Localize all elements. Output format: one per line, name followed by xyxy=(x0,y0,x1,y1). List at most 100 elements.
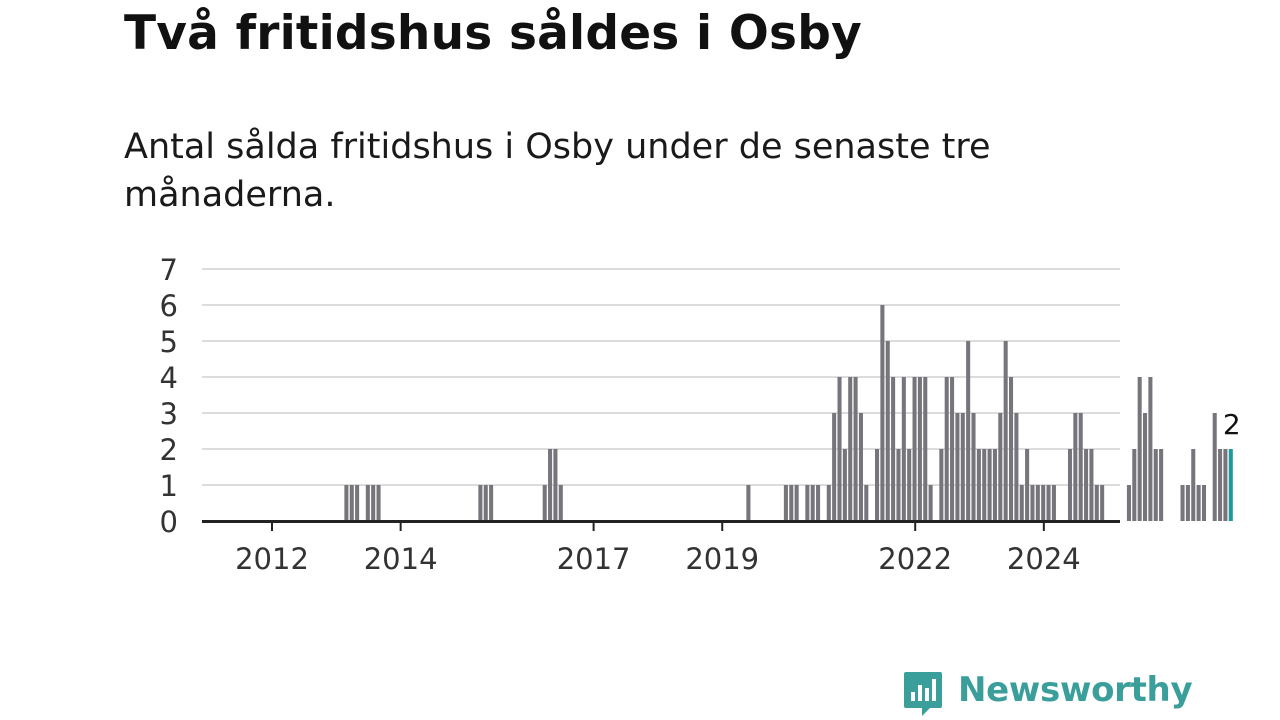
bar xyxy=(826,485,831,521)
bar xyxy=(901,377,906,521)
bar xyxy=(542,485,547,521)
bar xyxy=(1212,413,1217,521)
bar xyxy=(858,413,863,521)
bar xyxy=(1078,413,1083,521)
bar xyxy=(955,413,960,521)
bar xyxy=(1143,413,1148,521)
bar xyxy=(987,449,992,521)
bar xyxy=(746,485,751,521)
bar xyxy=(1035,485,1040,521)
y-tick-label: 3 xyxy=(160,397,178,431)
bar xyxy=(478,485,483,521)
bar xyxy=(1132,449,1137,521)
bar xyxy=(966,341,971,521)
bar xyxy=(376,485,381,521)
bar xyxy=(842,449,847,521)
brand-name: Newsworthy xyxy=(958,670,1193,710)
bar xyxy=(1218,449,1223,521)
bar xyxy=(789,485,794,521)
chart-subtitle: Antal sålda fritidshus i Osby under de s… xyxy=(124,127,991,215)
bar xyxy=(864,485,869,521)
bar xyxy=(1041,485,1046,521)
bar xyxy=(1153,449,1158,521)
highlight-data-label: 2 xyxy=(1223,408,1241,441)
bar xyxy=(1030,485,1035,521)
bar xyxy=(1159,449,1164,521)
bar xyxy=(960,413,965,521)
highlighted-bar xyxy=(1228,449,1233,521)
bar xyxy=(875,449,880,521)
bar xyxy=(1014,413,1019,521)
bar xyxy=(483,485,488,521)
bar xyxy=(1196,485,1201,521)
bar xyxy=(810,485,815,521)
bar xyxy=(992,449,997,521)
bar xyxy=(1051,485,1056,521)
bar xyxy=(939,449,944,521)
x-tick-label: 2022 xyxy=(878,542,952,576)
bar xyxy=(805,485,810,521)
y-tick-label: 5 xyxy=(160,325,178,359)
y-tick-label: 7 xyxy=(160,253,178,287)
bar xyxy=(816,485,821,521)
bar xyxy=(783,485,788,521)
x-tick-label: 2017 xyxy=(557,542,631,576)
bar xyxy=(944,377,949,521)
bar xyxy=(832,413,837,521)
bar xyxy=(1223,449,1228,521)
y-tick-label: 4 xyxy=(160,361,178,395)
bar xyxy=(365,485,370,521)
bar xyxy=(853,377,858,521)
bar xyxy=(1073,413,1078,521)
bar xyxy=(923,377,928,521)
bar xyxy=(1019,485,1024,521)
bar xyxy=(891,377,896,521)
bar xyxy=(998,413,1003,521)
bar xyxy=(1100,485,1105,521)
bar xyxy=(553,449,558,521)
bar xyxy=(1137,377,1142,521)
x-tick-label: 2014 xyxy=(364,542,438,576)
bar xyxy=(1025,449,1030,521)
bar xyxy=(794,485,799,521)
x-tick-label: 2024 xyxy=(1007,542,1081,576)
bar xyxy=(1201,485,1207,521)
x-tick-label: 2019 xyxy=(685,542,759,576)
bar xyxy=(885,341,890,521)
bar xyxy=(489,485,494,521)
bar xyxy=(349,485,354,521)
bar xyxy=(355,485,360,521)
bar xyxy=(1067,449,1073,521)
bar xyxy=(1126,485,1131,521)
bar xyxy=(907,449,912,521)
bar xyxy=(950,377,955,521)
bar xyxy=(982,449,987,521)
y-tick-label: 6 xyxy=(160,289,178,323)
bar xyxy=(896,449,901,521)
bar xyxy=(1046,485,1051,521)
bar xyxy=(548,449,553,521)
bar xyxy=(1084,449,1089,521)
bar xyxy=(976,449,981,521)
y-tick-label: 0 xyxy=(160,505,178,539)
bar xyxy=(1148,377,1153,521)
bar xyxy=(371,485,376,521)
bar xyxy=(1009,377,1014,521)
brand-logo: Newsworthy xyxy=(902,670,1193,720)
bar xyxy=(1180,485,1185,521)
bar xyxy=(1191,449,1196,521)
bar xyxy=(971,413,976,521)
chart-title: Två fritidshus såldes i Osby xyxy=(124,6,862,61)
bar xyxy=(917,377,922,521)
newsworthy-logo-icon xyxy=(904,672,942,716)
bar xyxy=(912,377,917,521)
bar xyxy=(1089,449,1094,521)
bar xyxy=(848,377,853,521)
bar xyxy=(1003,341,1008,521)
y-tick-label: 2 xyxy=(160,433,178,467)
bar xyxy=(344,485,349,521)
bar xyxy=(837,377,842,521)
x-tick-label: 2012 xyxy=(235,542,309,576)
y-tick-label: 1 xyxy=(160,469,178,503)
